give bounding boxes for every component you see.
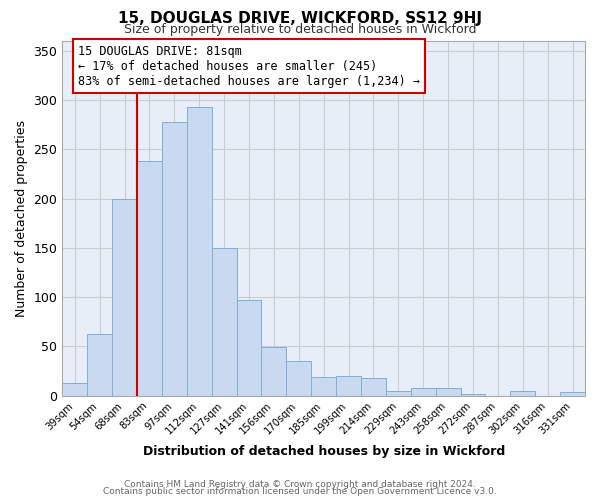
Text: 15, DOUGLAS DRIVE, WICKFORD, SS12 9HJ: 15, DOUGLAS DRIVE, WICKFORD, SS12 9HJ	[118, 11, 482, 26]
Text: Size of property relative to detached houses in Wickford: Size of property relative to detached ho…	[124, 22, 476, 36]
Bar	[137, 161, 162, 396]
Bar	[162, 122, 187, 396]
Bar	[511, 391, 535, 396]
Y-axis label: Number of detached properties: Number of detached properties	[15, 120, 28, 317]
Bar	[62, 383, 87, 396]
Bar	[262, 348, 286, 396]
Text: Contains public sector information licensed under the Open Government Licence v3: Contains public sector information licen…	[103, 488, 497, 496]
Bar	[311, 377, 336, 396]
Bar	[236, 300, 262, 396]
Bar	[112, 198, 137, 396]
Bar	[560, 392, 585, 396]
Bar	[286, 361, 311, 396]
Bar	[361, 378, 386, 396]
Bar	[212, 248, 236, 396]
Bar	[436, 388, 461, 396]
Bar	[187, 107, 212, 396]
Text: 15 DOUGLAS DRIVE: 81sqm
← 17% of detached houses are smaller (245)
83% of semi-d: 15 DOUGLAS DRIVE: 81sqm ← 17% of detache…	[78, 44, 420, 88]
Bar	[336, 376, 361, 396]
Text: Contains HM Land Registry data © Crown copyright and database right 2024.: Contains HM Land Registry data © Crown c…	[124, 480, 476, 489]
Bar	[87, 334, 112, 396]
X-axis label: Distribution of detached houses by size in Wickford: Distribution of detached houses by size …	[143, 444, 505, 458]
Bar	[461, 394, 485, 396]
Bar	[411, 388, 436, 396]
Bar	[386, 391, 411, 396]
